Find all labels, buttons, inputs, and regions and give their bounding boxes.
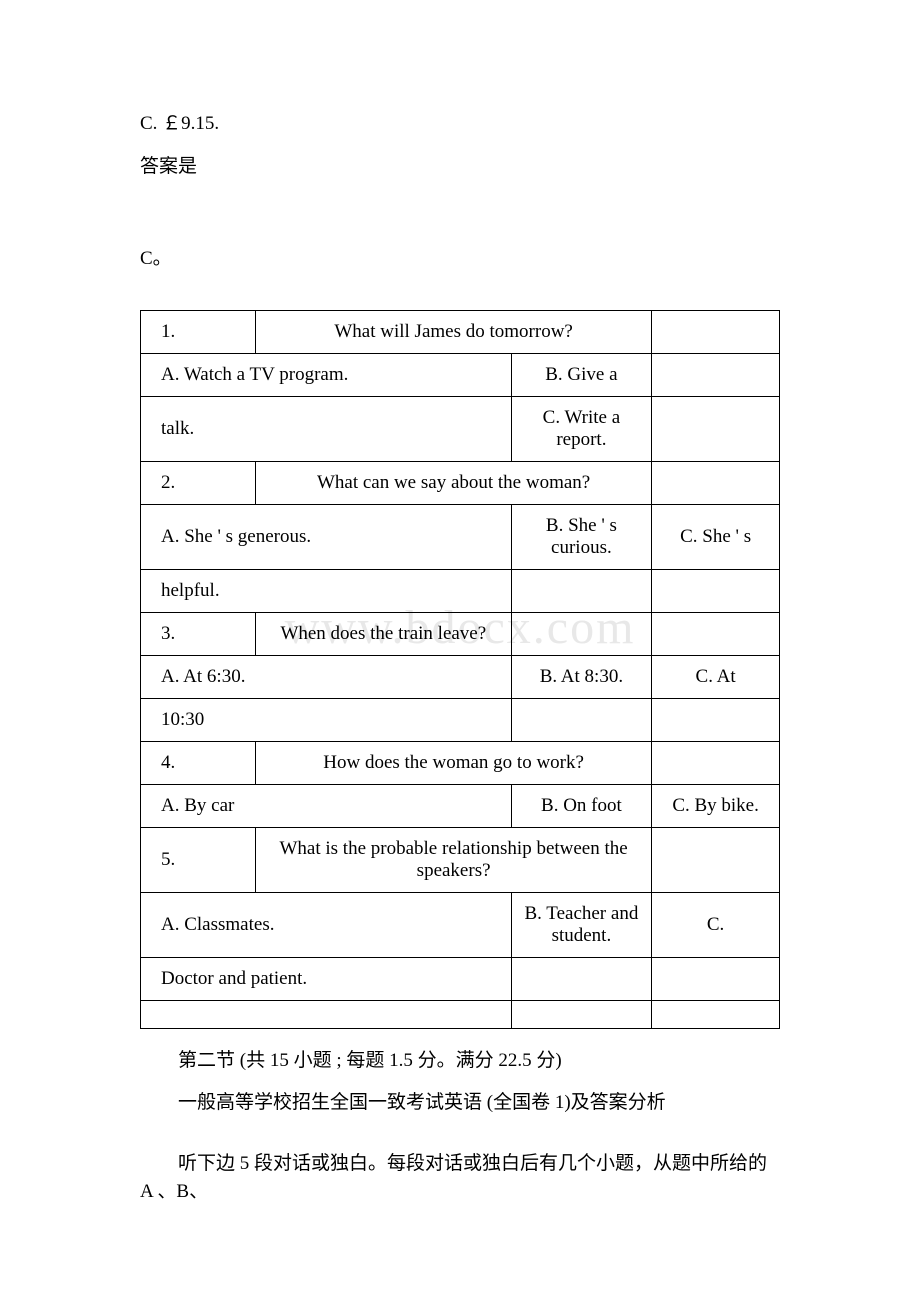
cell	[652, 624, 779, 644]
cell	[652, 419, 779, 439]
table-row: 10:30	[141, 698, 780, 741]
q-text: What is the probable relationship betwee…	[256, 828, 651, 892]
page-content: C. ￡9.15. 答案是 C。 1. What will James do t…	[140, 110, 780, 1207]
option-a: A. She ' s generous.	[141, 516, 511, 558]
option-b: B. On foot	[512, 785, 652, 827]
table-row: Doctor and patient.	[141, 957, 780, 1000]
spacer	[140, 1132, 780, 1150]
table-row: 3. When does the train leave?	[141, 612, 780, 655]
q-text: What will James do tomorrow?	[256, 311, 651, 353]
option-b: B. Teacher and student.	[512, 893, 652, 957]
option-c: C. Write a report.	[512, 397, 652, 461]
cell	[652, 365, 779, 385]
q-number: 5.	[141, 839, 255, 881]
option-a: A. At 6:30.	[141, 656, 511, 698]
option-cont: helpful.	[141, 570, 511, 612]
cell	[652, 581, 779, 601]
cell	[512, 969, 652, 989]
example-option-c: C. ￡9.15.	[140, 110, 780, 139]
cell	[652, 710, 779, 730]
table-row: A. By car B. On foot C. By bike.	[141, 784, 780, 827]
option-b: B. At 8:30.	[512, 656, 652, 698]
table-row: 4. How does the woman go to work?	[141, 741, 780, 784]
option-b: B. She ' s curious.	[512, 505, 652, 569]
table-row: A. Classmates. B. Teacher and student. C…	[141, 892, 780, 957]
option-c: C. At	[652, 656, 779, 698]
section-heading: 第二节 (共 15 小题 ; 每题 1.5 分。满分 22.5 分)	[140, 1047, 780, 1076]
table-row-empty	[141, 1000, 780, 1028]
table-row: talk. C. Write a report.	[141, 396, 780, 461]
cell	[652, 753, 779, 773]
q-text: When does the train leave?	[256, 613, 511, 655]
option-a: A. Watch a TV program.	[141, 354, 511, 396]
option-cont: 10:30	[141, 699, 511, 741]
answer-value: C。	[140, 245, 780, 274]
cell	[652, 473, 779, 493]
questions-table: 1. What will James do tomorrow? A. Watch…	[140, 310, 780, 1029]
table-row: 2. What can we say about the woman?	[141, 461, 780, 504]
table-row: 1. What will James do tomorrow?	[141, 310, 780, 353]
cell	[512, 581, 652, 601]
option-b: B. Give a	[512, 354, 652, 396]
q-number: 1.	[141, 311, 255, 353]
cell	[512, 624, 652, 644]
option-a: A. Classmates.	[141, 904, 511, 946]
table-row: A. At 6:30. B. At 8:30. C. At	[141, 655, 780, 698]
q-number: 4.	[141, 742, 255, 784]
option-cont: talk.	[141, 408, 511, 450]
option-a: A. By car	[141, 785, 511, 827]
instruction-line: 听下边 5 段对话或独白。每段对话或独白后有几个小题，从题中所给的 A 、B、	[140, 1150, 780, 1207]
q-text: How does the woman go to work?	[256, 742, 651, 784]
cell	[652, 850, 779, 870]
table-row: A. Watch a TV program. B. Give a	[141, 353, 780, 396]
exam-title-line: 一般高等学校招生全国一致考试英语 (全国卷 1)及答案分析	[140, 1089, 780, 1118]
option-c: C. She ' s	[652, 516, 779, 558]
table-row: 5. What is the probable relationship bet…	[141, 827, 780, 892]
option-c: C. By bike.	[652, 785, 779, 827]
spacer	[140, 288, 780, 306]
table-row: helpful.	[141, 569, 780, 612]
cell	[652, 322, 779, 342]
q-number: 2.	[141, 462, 255, 504]
cell	[652, 969, 779, 989]
answer-label: 答案是	[140, 153, 780, 182]
table-row: A. She ' s generous. B. She ' s curious.…	[141, 504, 780, 569]
q-text: What can we say about the woman?	[256, 462, 651, 504]
q-number: 3.	[141, 613, 255, 655]
option-cont: Doctor and patient.	[141, 958, 511, 1000]
option-c: C.	[652, 904, 779, 946]
spacer	[140, 195, 780, 245]
cell	[512, 710, 652, 730]
